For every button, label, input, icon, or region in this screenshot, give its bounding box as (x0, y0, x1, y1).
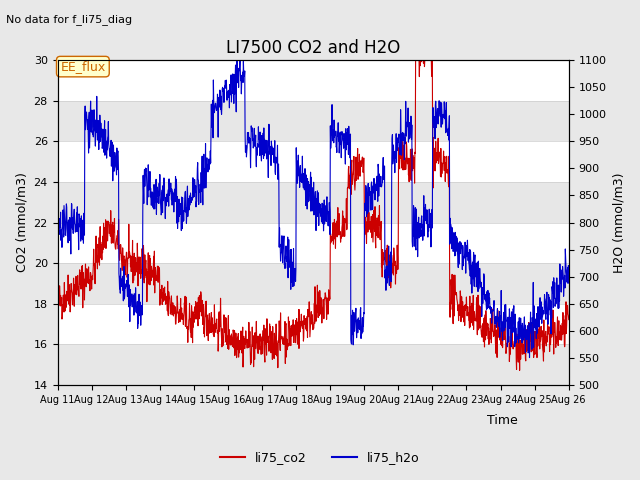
li75_co2 (93, 255, 101, 261)
li75_co2 (565, 317, 573, 323)
Bar (58, 101, 569, 141)
li75_co2 (54, 296, 61, 301)
Legend: li75_co2, li75_h2o: li75_co2, li75_h2o (215, 446, 425, 469)
Line: li75_h2o: li75_h2o (58, 60, 569, 358)
Y-axis label: CO2 (mmol/m3): CO2 (mmol/m3) (15, 173, 28, 273)
li75_h2o (565, 267, 573, 273)
li75_h2o (291, 277, 298, 283)
li75_h2o (345, 123, 353, 129)
Text: EE_flux: EE_flux (60, 60, 106, 73)
Text: No data for f_li75_diag: No data for f_li75_diag (6, 14, 132, 25)
X-axis label: Time: Time (487, 414, 518, 427)
li75_h2o (54, 220, 61, 226)
li75_co2 (344, 166, 352, 172)
li75_co2 (281, 319, 289, 324)
li75_co2 (516, 368, 524, 373)
Bar (58, 345, 569, 385)
Line: li75_co2: li75_co2 (58, 60, 569, 371)
Bar (58, 182, 569, 223)
Title: LI7500 CO2 and H2O: LI7500 CO2 and H2O (226, 39, 400, 57)
li75_co2 (271, 330, 278, 336)
Y-axis label: H2O (mmol/m3): H2O (mmol/m3) (612, 172, 625, 273)
li75_co2 (291, 322, 298, 328)
li75_h2o (93, 125, 101, 131)
li75_h2o (233, 57, 241, 63)
li75_h2o (114, 148, 122, 154)
li75_h2o (525, 355, 533, 360)
li75_co2 (412, 57, 419, 63)
li75_h2o (271, 138, 278, 144)
li75_co2 (114, 228, 122, 234)
li75_h2o (282, 255, 289, 261)
Bar (58, 263, 569, 304)
